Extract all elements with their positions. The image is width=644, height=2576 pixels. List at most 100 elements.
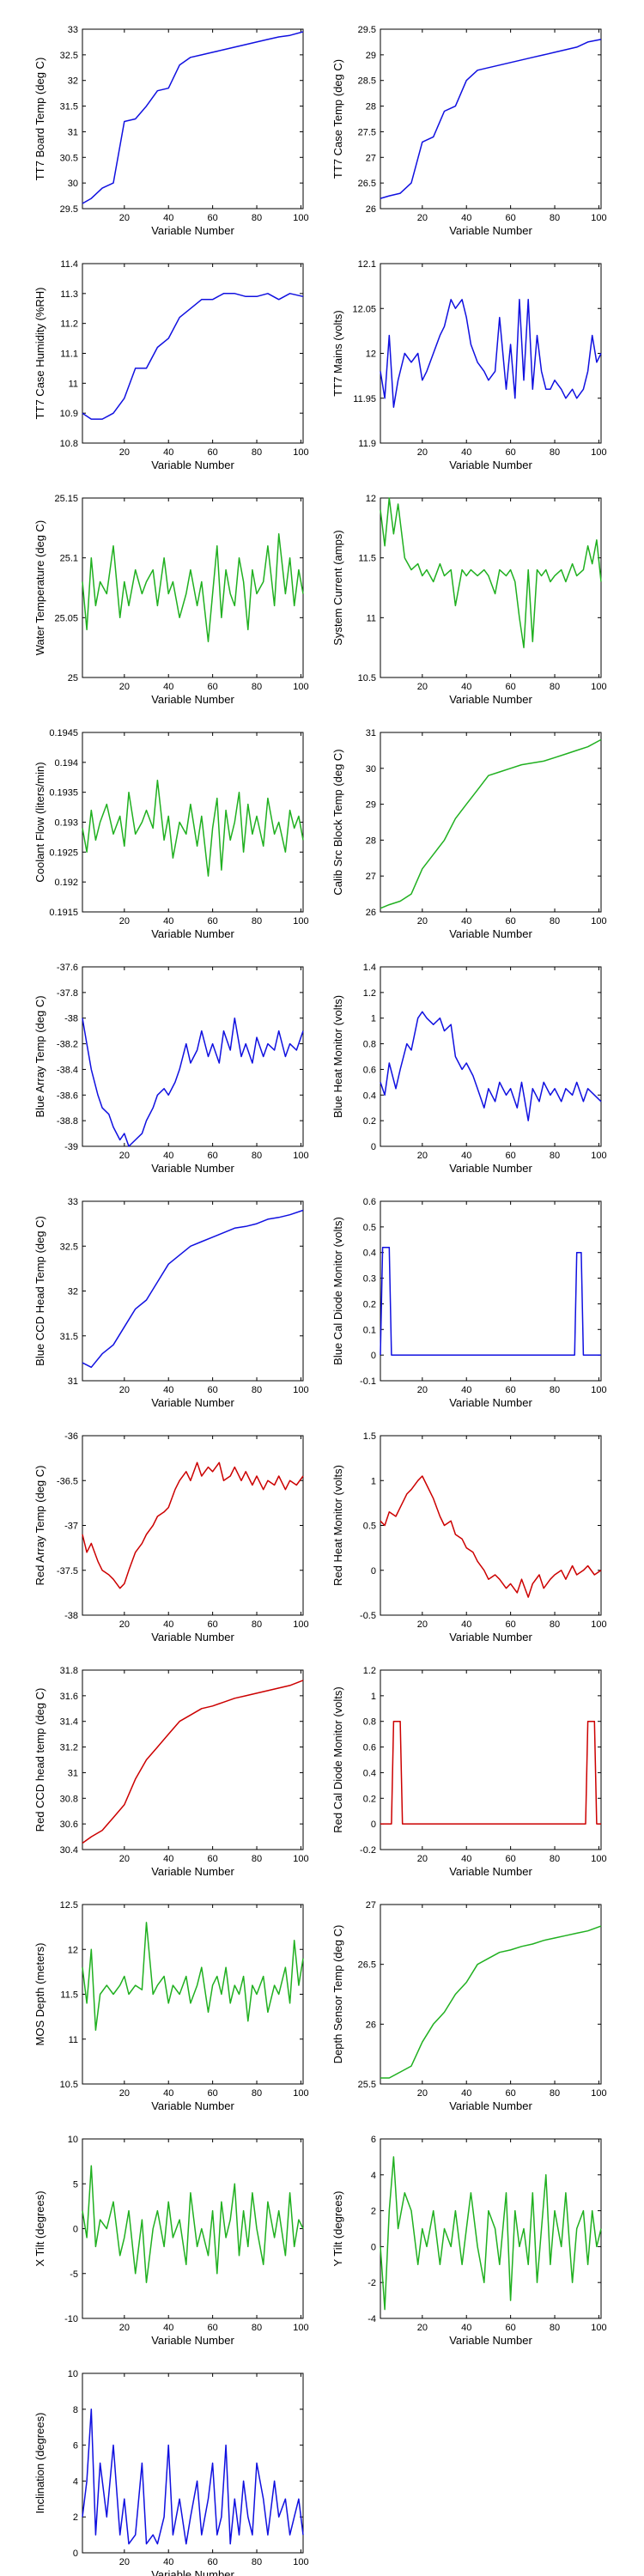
x-tick-label: 100 (293, 1619, 308, 1630)
x-tick-label: 80 (550, 2088, 560, 2099)
x-tick-label: 40 (163, 213, 173, 223)
y-tick-label: 0.6 (363, 1743, 376, 1753)
y-tick-label: 32 (68, 76, 78, 87)
series-line (380, 1011, 602, 1121)
axes-frame (380, 2138, 602, 2319)
series-line (380, 39, 602, 199)
axes-frame (82, 28, 304, 210)
series-line (380, 299, 602, 408)
x-tick-label: 80 (550, 213, 560, 223)
y-tick-label: -37 (64, 1522, 78, 1532)
x-tick-label: 60 (208, 1385, 218, 1395)
axes-frame (82, 1435, 304, 1616)
y-tick-label: 8 (73, 2405, 78, 2415)
y-tick-label: -38.4 (57, 1065, 78, 1075)
x-axis-label: Variable Number (449, 927, 532, 940)
y-tick-label: 0.5 (363, 1522, 376, 1532)
x-tick-label: 20 (417, 1385, 428, 1395)
x-axis-label: Variable Number (449, 459, 532, 471)
axes-frame (380, 263, 602, 444)
x-axis-label: Variable Number (449, 1162, 532, 1175)
y-tick-label: 31 (68, 127, 78, 137)
y-tick-label: 29 (366, 800, 376, 811)
y-tick-label: 31.4 (60, 1717, 78, 1728)
x-tick-label: 80 (252, 916, 262, 927)
y-tick-label: 0.6 (363, 1197, 376, 1207)
x-tick-label: 80 (252, 2088, 262, 2099)
x-axis-label: Variable Number (151, 927, 234, 940)
y-tick-label: 0.193 (54, 818, 78, 829)
x-axis-label: Variable Number (449, 2334, 532, 2347)
y-tick-label: 27 (366, 1900, 376, 1911)
y-tick-label: 11.4 (60, 259, 78, 270)
y-tick-label: 26 (366, 908, 376, 918)
y-tick-label: 0 (73, 2549, 78, 2559)
y-tick-label: -5 (70, 2269, 78, 2280)
y-tick-label: 29.5 (60, 204, 78, 215)
series-line (82, 1017, 304, 1147)
axes-frame (380, 1904, 602, 2085)
y-tick-label: 0.3 (363, 1274, 376, 1285)
chart-1: 20 40 60 80 100 29.5 30 30.5 31 31.5 32 32.5 33 Varia… (33, 25, 309, 237)
x-tick-label: 100 (591, 213, 606, 223)
y-tick-label: 0.1 (363, 1325, 376, 1335)
x-tick-label: 40 (461, 1854, 471, 1864)
y-tick-label: -39 (64, 1142, 78, 1152)
x-tick-label: 20 (119, 213, 130, 223)
y-tick-label: 25.15 (54, 494, 78, 504)
x-tick-label: 60 (506, 682, 516, 692)
y-tick-label: 26.5 (358, 1960, 376, 1971)
axes-frame (82, 1200, 304, 1382)
y-tick-label: 28 (366, 102, 376, 112)
x-axis-label: Variable Number (151, 459, 234, 471)
y-tick-label: 11 (69, 379, 78, 389)
x-axis-label: Variable Number (151, 2099, 234, 2112)
x-axis-label: Variable Number (151, 1162, 234, 1175)
x-tick-label: 20 (119, 2088, 130, 2099)
y-tick-label: 12 (68, 1945, 78, 1955)
y-tick-label: 29.5 (358, 25, 376, 35)
x-tick-label: 100 (293, 1151, 308, 1161)
y-tick-label: 0 (371, 1351, 376, 1361)
y-axis-label: Blue Cal Diode Monitor (volts) (331, 1217, 344, 1365)
y-tick-label: 0.8 (363, 1717, 376, 1728)
y-tick-label: 27 (366, 872, 376, 882)
y-tick-label: 11.5 (358, 554, 376, 564)
chart-7: 20 40 60 80 100 0.1915 0.192 0.1925 0.193 0.1935 0… (33, 728, 309, 940)
x-tick-label: 40 (163, 682, 173, 692)
x-tick-label: 40 (461, 1619, 471, 1630)
x-tick-label: 80 (252, 213, 262, 223)
x-tick-label: 100 (293, 213, 308, 223)
y-tick-label: 11.5 (60, 1990, 78, 2001)
x-tick-label: 80 (550, 1151, 560, 1161)
x-tick-label: 40 (163, 447, 173, 458)
y-axis-label: TT7 Case Temp (deg C) (331, 59, 344, 179)
y-tick-label: 0.194 (54, 758, 78, 769)
y-tick-label: 0 (371, 1142, 376, 1152)
x-tick-label: 60 (506, 447, 516, 458)
chart-9: 20 40 60 80 100 -39 -38.8 -38.6 -38.4 -38.2 -38 -37… (33, 963, 309, 1175)
y-tick-label: 0 (371, 2242, 376, 2252)
y-tick-label: 25.5 (358, 2080, 376, 2090)
y-tick-label: 30 (366, 764, 376, 775)
chart-2: 20 40 60 80 100 26 26.5 27 27.5 28 28.5 29 29.5 Varia… (331, 25, 607, 237)
y-axis-label: Red CCD head temp (deg C) (33, 1688, 46, 1832)
y-tick-label: 26 (366, 2020, 376, 2030)
y-axis-label: Blue CCD Head Temp (deg C) (33, 1216, 46, 1366)
x-tick-label: 100 (591, 916, 606, 927)
x-tick-label: 80 (252, 447, 262, 458)
y-tick-label: 0.5 (363, 1223, 376, 1233)
x-tick-label: 40 (461, 1151, 471, 1161)
y-tick-label: 25.1 (60, 554, 78, 564)
chart-19: 20 40 60 80 100 -10 -5 0 5 10 Variable Number X Til… (33, 2135, 309, 2347)
x-axis-label: Variable Number (151, 1865, 234, 1878)
x-tick-label: 60 (208, 213, 218, 223)
chart-13: 20 40 60 80 100 -38 -37.5 -37 -36.5 -36 Variable N… (33, 1431, 309, 1643)
y-axis-label: MOS Depth (meters) (33, 1943, 46, 2046)
y-tick-label: 28 (366, 835, 376, 846)
x-tick-label: 60 (208, 2557, 218, 2567)
x-tick-label: 20 (417, 2323, 428, 2333)
y-tick-label: -4 (368, 2314, 376, 2324)
x-axis-label: Variable Number (449, 1396, 532, 1409)
y-tick-label: 31.5 (60, 102, 78, 112)
